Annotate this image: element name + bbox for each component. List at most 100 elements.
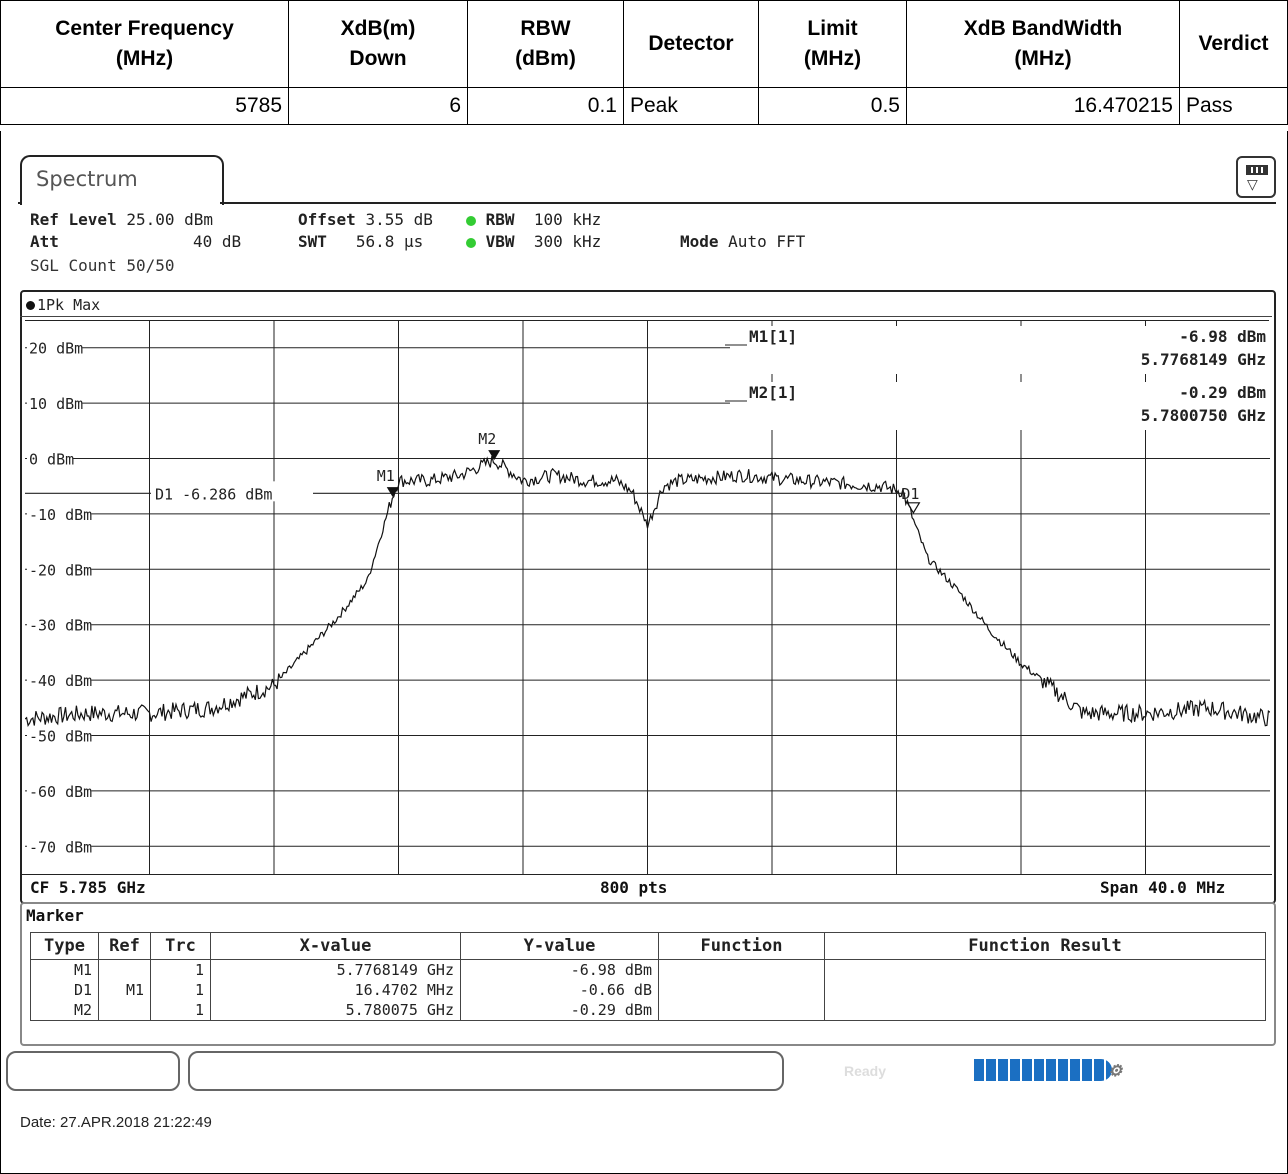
- window-menu-button[interactable]: ▽: [1236, 156, 1276, 198]
- marker-panel: [20, 902, 1276, 1046]
- header-xdb-down: XdB(m) Down: [288, 0, 468, 88]
- cell-xdb: 6: [288, 87, 468, 125]
- y-tick-label: -30 dBm: [29, 617, 92, 635]
- marker-cell-ref: [98, 1000, 151, 1021]
- marker-col-function-result: Function Result: [824, 932, 1266, 960]
- marker-m1-icon: [386, 487, 399, 498]
- marker-row: M1 1 5.7768149 GHz -6.98 dBm: [30, 959, 1266, 980]
- marker-readout: M1[1] -6.98 dBm 5.7768149 GHz M2[1] -0.29 dB…: [725, 326, 1270, 430]
- marker-cell-res: [824, 1000, 1266, 1021]
- status-field-message[interactable]: [188, 1051, 784, 1091]
- marker-cell-x: 16.4702 MHz: [210, 980, 461, 1000]
- dropdown-triangle-icon: ▽: [1247, 176, 1258, 192]
- marker-cell-type: M2: [30, 1000, 99, 1021]
- capture-date: Date: 27.APR.2018 21:22:49: [20, 1114, 212, 1131]
- marker-cell-y: -6.98 dBm: [460, 959, 659, 980]
- marker-cell-fn: [658, 959, 825, 980]
- swt: SWT 56.8 µs: [298, 232, 424, 251]
- readout-bg: [730, 326, 1270, 374]
- mode-setting: Mode Auto FFT: [680, 232, 806, 251]
- cell-rbw: 0.1: [467, 87, 624, 125]
- readout-level: -6.98 dBm: [1179, 327, 1266, 346]
- marker-table: Type Ref Trc X-value Y-value Function Function…: [30, 932, 1266, 1021]
- marker-cell-y: -0.29 dBm: [460, 1000, 659, 1021]
- marker-cell-ref: [98, 959, 151, 980]
- cell-limit: 0.5: [758, 87, 907, 125]
- rbw-led: [466, 215, 476, 226]
- marker-col-x-value: X-value: [210, 932, 461, 960]
- tab-baseline-left: [18, 202, 22, 204]
- readout-name: M1[1]: [749, 327, 797, 346]
- y-tick-label-bg: [27, 446, 73, 469]
- marker-col-ref: Ref: [98, 932, 151, 960]
- readout-frequency: 5.7768149 GHz: [1141, 350, 1266, 369]
- header-center-frequency: Center Frequency (MHz): [0, 0, 289, 88]
- y-axis-labels: 20 dBm 10 dBm 0 dBm -10 dBm -20 dBm -30 dBm -4…: [27, 335, 92, 857]
- ref-level: Ref Level 25.00 dBm: [30, 210, 214, 229]
- attenuation: Att: [30, 232, 59, 251]
- readout-name: M2[1]: [749, 383, 797, 402]
- marker-cell-type: D1: [30, 980, 99, 1000]
- marker-cell-fn: [658, 980, 825, 1000]
- y-tick-label: -60 dBm: [29, 783, 92, 801]
- vbw-setting: VBW 300 kHz: [466, 232, 601, 251]
- y-tick-label: -50 dBm: [29, 728, 92, 746]
- spectrum-trace: [25, 455, 1270, 727]
- header-limit: Limit (MHz): [758, 0, 907, 88]
- cell-center: 5785: [0, 87, 289, 125]
- marker-label: D1: [901, 485, 919, 503]
- spectrum-plot[interactable]: 20 dBm 10 dBm 0 dBm -10 dBm -20 dBm -30 dBm -4…: [25, 320, 1270, 874]
- marker-cell-trc: 1: [150, 980, 211, 1000]
- marker-cell-res: [824, 959, 1266, 980]
- y-tick-label: -70 dBm: [29, 838, 92, 856]
- header-bandwidth: XdB BandWidth (MHz): [906, 0, 1180, 88]
- header-rbw: RBW (dBm): [467, 0, 624, 88]
- marker-cell-x: 5.7768149 GHz: [210, 959, 461, 980]
- status-bar: Ready ⚙: [6, 1051, 1276, 1091]
- y-tick-label-bg: [27, 668, 92, 691]
- y-tick-label-bg: [27, 723, 92, 746]
- results-table: Center Frequency (MHz) XdB(m) Down RBW (dBm…: [0, 0, 1288, 125]
- marker-cell-x: 5.780075 GHz: [210, 1000, 461, 1021]
- readout-bg: [730, 382, 1270, 430]
- marker-cell-type: M1: [30, 959, 99, 980]
- marker-col-y-value: Y-value: [460, 932, 659, 960]
- marker-label: M2: [478, 430, 496, 448]
- trace-bar: [20, 316, 1272, 317]
- progress-indicator: [974, 1059, 1112, 1081]
- y-tick-label-bg: [27, 612, 92, 635]
- delta-marker-icon: [906, 502, 921, 514]
- status-ready: Ready: [844, 1063, 887, 1079]
- y-tick-label-bg: [27, 834, 92, 857]
- tab-spectrum[interactable]: Spectrum: [20, 155, 224, 205]
- cell-detector: Peak: [623, 87, 759, 125]
- readout-level: -0.29 dBm: [1179, 383, 1266, 402]
- y-tick-label: -20 dBm: [29, 561, 92, 579]
- d1-reference-line: D1 -6.286 dBm: [25, 481, 906, 503]
- trace-label: 1Pk Max: [26, 296, 100, 314]
- y-tick-label: 10 dBm: [29, 395, 83, 413]
- tab-baseline: [220, 202, 1276, 204]
- marker-col-type: Type: [30, 932, 99, 960]
- marker-col-trc: Trc: [150, 932, 211, 960]
- y-tick-label-bg: [27, 778, 92, 801]
- y-tick-label: 0 dBm: [29, 451, 74, 469]
- y-tick-label: -10 dBm: [29, 506, 92, 524]
- axis-footer-line: [20, 874, 1272, 875]
- offset: Offset 3.55 dB: [298, 210, 433, 229]
- header-verdict: Verdict: [1179, 0, 1288, 88]
- marker-cell-ref: M1: [98, 980, 151, 1000]
- cell-bandwidth: 16.470215: [906, 87, 1180, 125]
- reference-label: D1 -6.286 dBm: [155, 485, 272, 503]
- rbw-setting: RBW 100 kHz: [466, 210, 601, 229]
- status-field-left[interactable]: [6, 1051, 180, 1091]
- marker-row: D1 M1 1 16.4702 MHz -0.66 dB: [30, 980, 1266, 1000]
- sgl-count: SGL Count 50/50: [30, 256, 175, 275]
- marker-cell-res: [824, 980, 1266, 1000]
- reference-label-bg: [151, 481, 313, 502]
- marker-col-function: Function: [658, 932, 825, 960]
- attenuation-value: 40 dB: [193, 232, 242, 251]
- span: Span 40.0 MHz: [1100, 878, 1226, 897]
- marker-cell-trc: 1: [150, 1000, 211, 1021]
- points-count: 800 pts: [600, 878, 668, 897]
